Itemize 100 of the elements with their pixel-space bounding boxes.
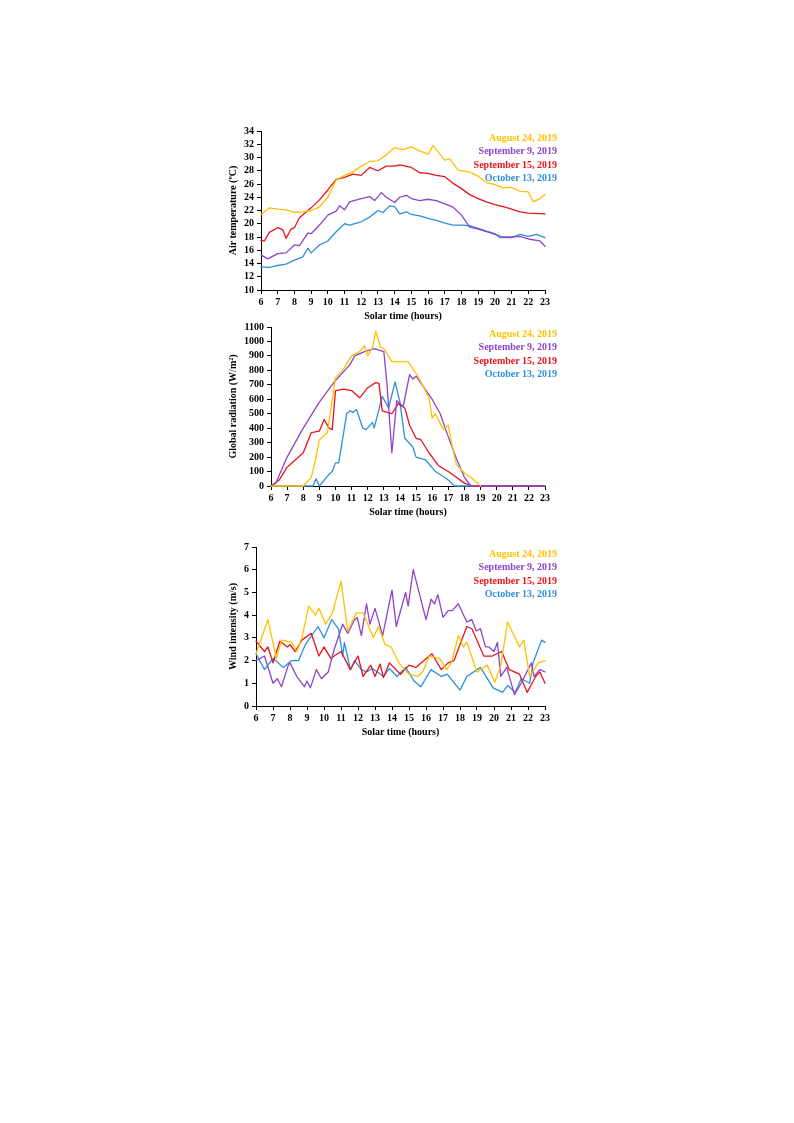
text: September 15, 2019 — [473, 574, 557, 586]
y-tick-label: 30 — [244, 151, 254, 163]
x-tick-label: 12 — [356, 295, 367, 307]
x-tick-label: 7 — [284, 491, 290, 503]
x-axis-title: Solar time (hours) — [369, 505, 447, 518]
y-tick-label: 2 — [244, 654, 249, 666]
x-tick-label: 8 — [287, 711, 293, 723]
y-tick-label: 1000 — [244, 335, 264, 347]
x-tick-label: 14 — [389, 295, 400, 307]
y-tick-label: 10 — [244, 283, 254, 295]
x-tick-label: 9 — [304, 711, 310, 723]
y-tick-label: 16 — [244, 243, 254, 255]
x-tick-label: 20 — [489, 295, 500, 307]
x-tick-label: 22 — [523, 491, 534, 503]
y-tick-label: 800 — [249, 363, 264, 375]
text: September 9, 2019 — [478, 561, 557, 573]
text: October 13, 2019 — [484, 172, 557, 184]
x-axis-title: Solar time (hours) — [364, 309, 442, 322]
x-tick-label: 17 — [439, 295, 450, 307]
x-axis-title: Solar time (hours) — [361, 725, 440, 738]
y-tick-label: 4 — [244, 608, 249, 620]
x-tick-label: 9 — [316, 491, 322, 503]
y-tick-label: 26 — [244, 177, 254, 189]
x-tick-label: 17 — [443, 491, 454, 503]
y-tick-label: 3 — [244, 631, 249, 643]
x-tick-label: 8 — [291, 295, 297, 307]
x-tick-label: 7 — [270, 711, 276, 723]
y-tick-label: 32 — [244, 137, 254, 149]
x-tick-label: 12 — [353, 711, 363, 723]
y-tick-label: 500 — [249, 407, 264, 419]
x-tick-label: 22 — [523, 711, 533, 723]
x-tick-label: 14 — [387, 711, 397, 723]
x-tick-label: 11 — [346, 491, 357, 503]
y-tick-label: 7 — [244, 540, 249, 552]
x-tick-label: 14 — [394, 491, 405, 503]
x-tick-label: 18 — [459, 491, 470, 503]
x-tick-label: 18 — [455, 711, 465, 723]
y-tick-label: 34 — [244, 124, 254, 136]
y-tick-label: 1100 — [244, 320, 264, 332]
x-tick-label: 21 — [506, 295, 517, 307]
y-tick-label: 400 — [249, 421, 264, 433]
y-tick-label: 14 — [244, 257, 254, 269]
text: September 15, 2019 — [473, 354, 557, 366]
x-tick-label: 21 — [507, 491, 518, 503]
x-tick-label: 23 — [540, 491, 550, 503]
x-tick-label: 16 — [427, 491, 438, 503]
x-tick-label: 20 — [489, 711, 499, 723]
y-tick-label: 1 — [244, 676, 249, 688]
x-tick-label: 13 — [378, 491, 389, 503]
y-axis-title: Wind intensity (m/s) — [226, 582, 239, 671]
text: August 24, 2019 — [488, 547, 557, 559]
y-tick-label: 24 — [244, 190, 254, 202]
x-tick-label: 13 — [372, 295, 383, 307]
y-tick-label: 900 — [249, 349, 264, 361]
x-tick-label: 12 — [362, 491, 373, 503]
text: October 13, 2019 — [484, 588, 557, 600]
text: August 24, 2019 — [488, 327, 557, 339]
y-tick-label: 12 — [244, 270, 254, 282]
x-tick-label: 15 — [411, 491, 422, 503]
y-tick-label: 100 — [249, 465, 264, 477]
x-tick-label: 10 — [330, 491, 341, 503]
x-tick-label: 9 — [308, 295, 314, 307]
x-tick-label: 20 — [491, 491, 502, 503]
y-tick-label: 6 — [244, 563, 249, 575]
x-tick-label: 23 — [540, 711, 550, 723]
text: August 24, 2019 — [488, 131, 557, 143]
x-tick-label: 7 — [275, 295, 281, 307]
x-tick-label: 15 — [406, 295, 417, 307]
y-tick-label: 18 — [244, 230, 254, 242]
x-tick-label: 21 — [506, 711, 516, 723]
text: September 9, 2019 — [478, 145, 557, 157]
text: September 15, 2019 — [473, 158, 557, 170]
y-tick-label: 0 — [259, 479, 264, 491]
y-tick-label: 600 — [249, 392, 264, 404]
y-tick-label: 200 — [249, 450, 264, 462]
text: September 9, 2019 — [478, 341, 557, 353]
text: October 13, 2019 — [484, 368, 557, 380]
x-tick-label: 8 — [300, 491, 306, 503]
x-tick-label: 10 — [319, 711, 329, 723]
x-tick-label: 17 — [438, 711, 448, 723]
x-tick-label: 23 — [540, 295, 550, 307]
y-axis-title: Global radiation (W/m²) — [226, 354, 239, 459]
x-tick-label: 19 — [475, 491, 486, 503]
x-tick-label: 19 — [472, 711, 482, 723]
x-tick-label: 13 — [370, 711, 380, 723]
x-tick-label: 22 — [523, 295, 534, 307]
y-tick-label: 28 — [244, 164, 254, 176]
y-tick-label: 0 — [244, 699, 249, 711]
x-tick-label: 19 — [473, 295, 484, 307]
x-tick-label: 16 — [421, 711, 431, 723]
y-axis-title: Air temperature (ºC) — [226, 165, 239, 256]
x-tick-label: 11 — [336, 711, 346, 723]
y-tick-label: 700 — [249, 378, 264, 390]
x-tick-label: 6 — [268, 491, 274, 503]
y-tick-label: 22 — [244, 204, 254, 216]
y-tick-label: 5 — [244, 586, 249, 598]
x-tick-label: 10 — [322, 295, 333, 307]
y-tick-label: 20 — [244, 217, 254, 229]
x-tick-label: 15 — [404, 711, 414, 723]
x-tick-label: 11 — [339, 295, 350, 307]
